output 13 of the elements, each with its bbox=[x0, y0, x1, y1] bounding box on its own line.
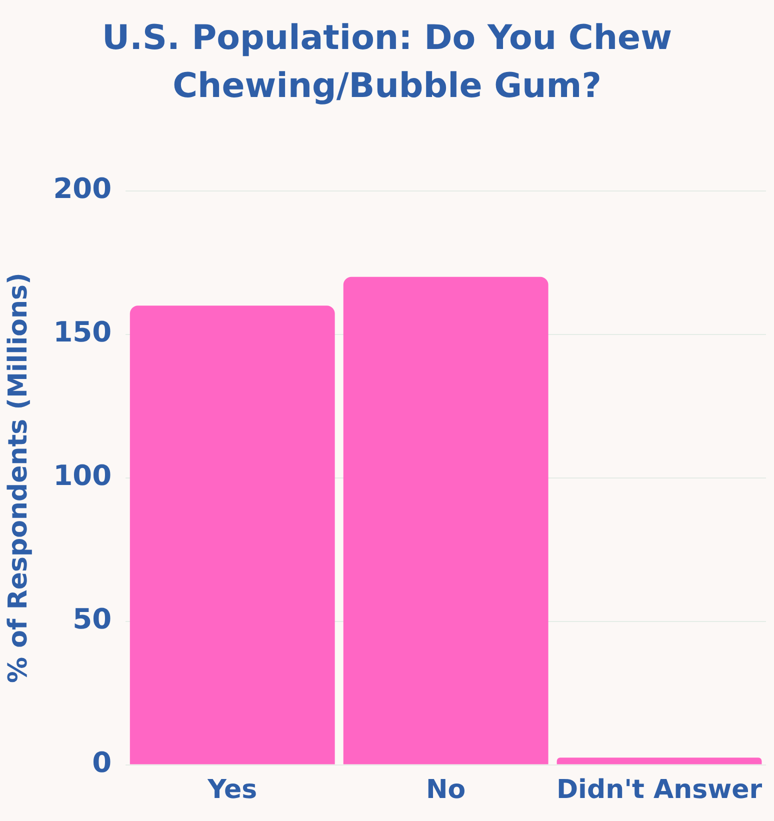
y-tick-label: 50 bbox=[72, 602, 112, 636]
x-tick-label: No bbox=[426, 775, 466, 806]
bar bbox=[343, 276, 548, 764]
bar bbox=[130, 306, 335, 764]
bar bbox=[556, 758, 762, 764]
x-tick-label: Didn't Answer bbox=[556, 775, 762, 806]
y-tick-label: 100 bbox=[53, 459, 112, 492]
x-tick-label: Yes bbox=[206, 775, 258, 806]
chart-title: U.S. Population: Do You Chew Chewing/Bubble Gum? bbox=[100, 17, 674, 108]
y-tick-label: 150 bbox=[53, 316, 112, 349]
y-tick-label: 200 bbox=[53, 172, 112, 206]
y-axis-title: % of Respondents (Millions) bbox=[3, 272, 34, 683]
y-tick-label: 0 bbox=[92, 746, 112, 780]
